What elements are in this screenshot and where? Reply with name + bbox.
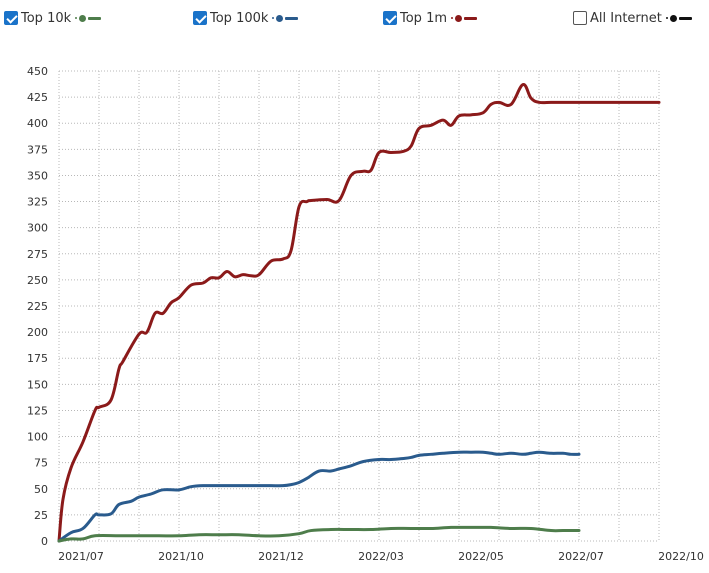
- chart-grid: [58, 70, 660, 542]
- checkbox-top-1m[interactable]: [383, 11, 397, 25]
- y-tick-label: 400: [27, 117, 48, 130]
- y-tick-label: 225: [27, 300, 48, 313]
- chart-legend: Top 10k Top 100k Top 1m All Internet: [0, 0, 709, 34]
- chart-series: [57, 83, 661, 543]
- x-tick-label: 2021/07: [58, 550, 104, 563]
- legend-label: Top 100k: [210, 10, 269, 26]
- series-line-top-100k: [57, 450, 581, 543]
- series-marker-icon: [665, 14, 692, 22]
- y-tick-label: 325: [27, 196, 48, 209]
- y-tick-label: 450: [27, 65, 48, 78]
- legend-label: All Internet: [590, 10, 662, 26]
- x-tick-label: 2022/05: [458, 550, 504, 563]
- y-tick-label: 300: [27, 222, 48, 235]
- y-axis: 0 25 50 75 100 125 150 175 200 225 250 275 300 325 350…: [27, 65, 48, 548]
- legend-item-top-1m[interactable]: Top 1m: [383, 9, 478, 27]
- y-tick-label: 125: [27, 404, 48, 417]
- y-tick-label: 150: [27, 378, 48, 391]
- y-tick-label: 425: [27, 91, 48, 104]
- y-tick-label: 100: [27, 431, 48, 444]
- x-axis: 2021/07 2021/10 2021/12 2022/03 2022/05 2022/…: [58, 550, 704, 563]
- series-line-top-1m: [57, 83, 661, 543]
- series-marker-icon: [451, 14, 478, 22]
- x-tick-label: 2022/07: [558, 550, 604, 563]
- y-tick-label: 200: [27, 326, 48, 339]
- y-tick-label: 50: [34, 483, 48, 496]
- checkbox-top-100k[interactable]: [193, 11, 207, 25]
- legend-item-top-10k[interactable]: Top 10k: [4, 9, 102, 27]
- y-tick-label: 0: [41, 535, 48, 548]
- y-tick-label: 75: [34, 457, 48, 470]
- y-tick-label: 25: [34, 509, 48, 522]
- legend-item-all-internet[interactable]: All Internet: [573, 9, 692, 27]
- y-tick-label: 250: [27, 274, 48, 287]
- legend-item-top-100k[interactable]: Top 100k: [193, 9, 299, 27]
- series-line-top-10k: [57, 525, 581, 543]
- series-marker-icon: [75, 14, 102, 22]
- x-tick-label: 2021/12: [258, 550, 304, 563]
- legend-label: Top 1m: [400, 10, 448, 26]
- x-tick-label: 2022/10: [658, 550, 704, 563]
- x-tick-label: 2022/03: [358, 550, 404, 563]
- legend-label: Top 10k: [21, 10, 72, 26]
- y-tick-label: 175: [27, 352, 48, 365]
- y-tick-label: 350: [27, 169, 48, 182]
- checkbox-top-10k[interactable]: [4, 11, 18, 25]
- y-tick-label: 275: [27, 248, 48, 261]
- x-tick-label: 2021/10: [158, 550, 204, 563]
- series-marker-icon: [272, 14, 299, 22]
- y-tick-label: 375: [27, 143, 48, 156]
- checkbox-all-internet[interactable]: [573, 11, 587, 25]
